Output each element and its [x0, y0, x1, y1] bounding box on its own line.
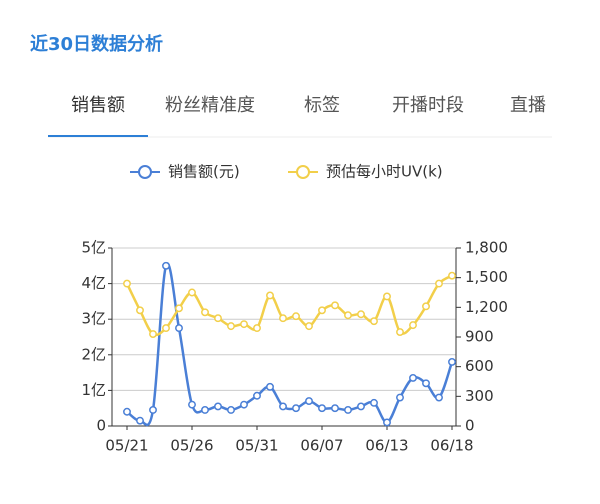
point [292, 404, 300, 413]
x-tick-label: 05/31 [235, 437, 278, 455]
point [188, 400, 196, 409]
point [201, 308, 209, 317]
point [305, 322, 313, 331]
point [149, 330, 157, 338]
point [175, 324, 183, 333]
tab[interactable]: 粉丝精准度 [165, 95, 255, 116]
y2-tick-label: 300 [465, 387, 494, 405]
series-line [126, 262, 454, 427]
point [227, 406, 235, 414]
point [383, 292, 391, 301]
point [448, 271, 456, 280]
point [162, 324, 170, 333]
point [162, 261, 170, 270]
y-tick-label: 4亿 [81, 274, 106, 292]
y-tick-label: 1亿 [81, 381, 106, 399]
point [136, 416, 144, 425]
point [435, 393, 443, 402]
point [279, 402, 287, 411]
point [214, 314, 222, 323]
y-tick-label: 0 [96, 417, 106, 435]
point [422, 302, 430, 311]
point [266, 382, 274, 391]
point [409, 373, 417, 382]
legend-label: 销售额(元) [168, 163, 240, 181]
point [136, 306, 144, 315]
point [253, 324, 261, 333]
point [201, 406, 209, 414]
point [123, 279, 131, 288]
point [383, 418, 391, 427]
x-tick-label: 06/13 [365, 437, 408, 455]
point [331, 301, 339, 310]
y-tick-label: 2亿 [81, 345, 106, 363]
point [175, 304, 183, 313]
point [188, 288, 196, 297]
x-tick-label: 06/18 [430, 437, 473, 455]
point [318, 306, 326, 315]
x-tick-label: 05/21 [105, 437, 148, 455]
y2-tick-label: 600 [465, 357, 494, 375]
point [240, 400, 248, 409]
point [370, 317, 378, 326]
point [240, 320, 248, 329]
tab[interactable]: 直播 [510, 95, 546, 116]
point [409, 321, 417, 330]
point [357, 402, 365, 411]
point [448, 357, 456, 366]
point [396, 393, 404, 402]
point [149, 406, 157, 414]
y2-tick-label: 900 [465, 328, 494, 346]
tab[interactable]: 开播时段 [392, 95, 464, 116]
x-tick-label: 05/26 [170, 437, 213, 455]
legend-marker [296, 165, 310, 179]
point [305, 397, 313, 406]
point [357, 310, 365, 319]
point [318, 404, 326, 413]
legend-marker [138, 165, 152, 179]
y2-tick-label: 0 [465, 417, 475, 435]
y2-tick-label: 1,200 [465, 298, 508, 316]
legend-label: 预估每小时UV(k) [326, 163, 443, 181]
point [435, 279, 443, 288]
point [344, 311, 352, 320]
point [279, 314, 287, 323]
point [214, 402, 222, 411]
point [370, 398, 378, 407]
point [123, 407, 131, 416]
y-tick-label: 5亿 [81, 239, 106, 257]
y2-tick-label: 1,800 [465, 239, 508, 257]
point [331, 404, 339, 413]
point [253, 391, 261, 400]
y-tick-label: 3亿 [81, 310, 106, 328]
point [422, 379, 430, 388]
point [344, 406, 352, 414]
x-tick-label: 06/07 [300, 437, 343, 455]
section-title: 近30日数据分析 [30, 33, 163, 55]
point [266, 291, 274, 300]
point [292, 312, 300, 321]
tab[interactable]: 销售额 [71, 95, 125, 116]
tab[interactable]: 标签 [304, 95, 340, 116]
y2-tick-label: 1,500 [465, 268, 508, 286]
point [396, 328, 404, 337]
point [227, 322, 235, 331]
